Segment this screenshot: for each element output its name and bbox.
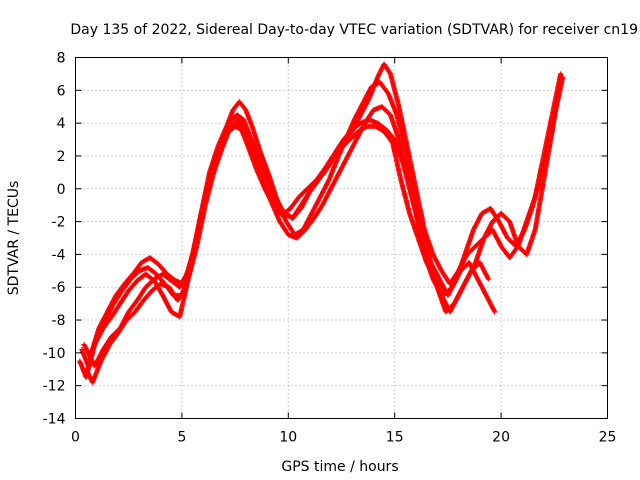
x-tick-label: 15 bbox=[386, 430, 404, 446]
chart-title: Day 135 of 2022, Sidereal Day-to-day VTE… bbox=[70, 22, 638, 38]
y-tick-label: 8 bbox=[57, 51, 66, 67]
data-layer bbox=[77, 61, 566, 385]
y-tick-label: -12 bbox=[43, 379, 66, 395]
grid-layer bbox=[75, 57, 608, 419]
y-tick-label: -14 bbox=[43, 412, 66, 428]
y-axis-label: SDTVAR / TECUs bbox=[6, 181, 22, 296]
y-tick-label: 4 bbox=[57, 116, 66, 132]
plot-frame bbox=[75, 57, 608, 419]
y-tick-label: -10 bbox=[43, 346, 66, 362]
x-axis-label: GPS time / hours bbox=[281, 459, 398, 475]
series-track-3 bbox=[81, 74, 566, 359]
y-tick-label: -2 bbox=[52, 215, 66, 231]
tick-label-layer: 0 5 10 15 20 25 -14 -12 -10 -8 -6 -4 -2 0 2 4 6 8 bbox=[43, 51, 617, 446]
series-track-5 bbox=[85, 61, 564, 369]
y-tick-label: 0 bbox=[57, 182, 66, 198]
y-tick-label: -8 bbox=[52, 313, 66, 329]
data-point-marker bbox=[485, 276, 491, 282]
y-tick-label: 6 bbox=[57, 83, 66, 99]
y-tick-label: -6 bbox=[52, 280, 66, 296]
tick-layer bbox=[75, 57, 608, 419]
x-tick-label: 10 bbox=[279, 430, 297, 446]
series-track-4 bbox=[83, 87, 562, 385]
x-tick-label: 20 bbox=[492, 430, 510, 446]
data-point-marker bbox=[492, 309, 498, 315]
x-tick-label: 5 bbox=[177, 430, 186, 446]
data-point-marker bbox=[558, 71, 564, 77]
y-tick-label: -4 bbox=[52, 247, 66, 263]
x-tick-label: 25 bbox=[599, 430, 617, 446]
y-tick-label: 2 bbox=[57, 149, 66, 165]
x-tick-label: 0 bbox=[71, 430, 80, 446]
